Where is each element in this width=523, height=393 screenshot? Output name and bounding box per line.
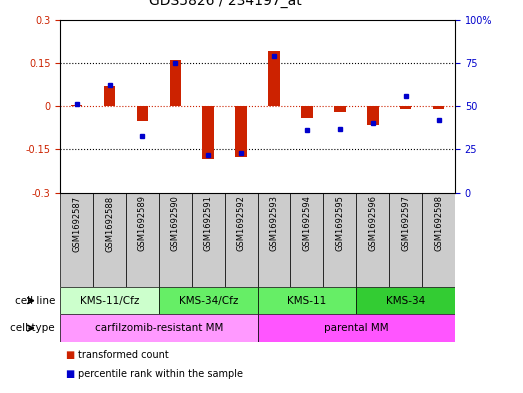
Text: ■: ■ [65,369,75,379]
Text: KMS-34/Cfz: KMS-34/Cfz [178,296,238,306]
Text: GDS5826 / 234197_at: GDS5826 / 234197_at [149,0,301,8]
Text: GSM1692593: GSM1692593 [269,195,279,252]
Text: KMS-34: KMS-34 [386,296,425,306]
Text: GSM1692588: GSM1692588 [105,195,114,252]
Bar [400,106,412,109]
Text: cell line: cell line [15,296,55,306]
Bar [192,193,225,287]
Text: GSM1692589: GSM1692589 [138,195,147,252]
Bar [389,193,422,287]
Bar [356,193,389,287]
Bar [159,193,192,287]
Bar [268,51,280,106]
Text: GSM1692590: GSM1692590 [171,195,180,251]
Text: GSM1692594: GSM1692594 [302,195,311,251]
Text: GSM1692595: GSM1692595 [335,195,344,251]
Text: percentile rank within the sample: percentile rank within the sample [78,369,243,379]
Bar [334,106,346,112]
Bar [257,193,290,287]
Text: GSM1692592: GSM1692592 [236,195,246,251]
Bar [356,287,455,314]
Text: ■: ■ [65,350,75,360]
Bar [60,314,257,342]
Text: GSM1692596: GSM1692596 [368,195,377,252]
Bar [169,60,181,106]
Bar [93,193,126,287]
Bar [60,287,159,314]
Text: transformed count: transformed count [78,350,169,360]
Bar [301,106,313,118]
Text: GSM1692591: GSM1692591 [204,195,213,251]
Bar [257,287,356,314]
Text: GSM1692598: GSM1692598 [434,195,443,252]
Bar [60,193,93,287]
Text: parental MM: parental MM [324,323,389,333]
Bar [367,106,379,125]
Bar [323,193,356,287]
Bar [422,193,455,287]
Text: KMS-11/Cfz: KMS-11/Cfz [80,296,139,306]
Bar [257,314,455,342]
Bar [104,86,115,106]
Text: cell type: cell type [10,323,55,333]
Bar [137,106,148,121]
Text: GSM1692587: GSM1692587 [72,195,81,252]
Text: KMS-11: KMS-11 [287,296,326,306]
Text: GSM1692597: GSM1692597 [401,195,410,252]
Bar [235,106,247,156]
Bar [225,193,257,287]
Bar [202,106,214,160]
Bar [159,287,257,314]
Bar [433,106,445,109]
Bar [126,193,159,287]
Text: carfilzomib-resistant MM: carfilzomib-resistant MM [95,323,223,333]
Bar [71,105,82,106]
Bar [290,193,323,287]
